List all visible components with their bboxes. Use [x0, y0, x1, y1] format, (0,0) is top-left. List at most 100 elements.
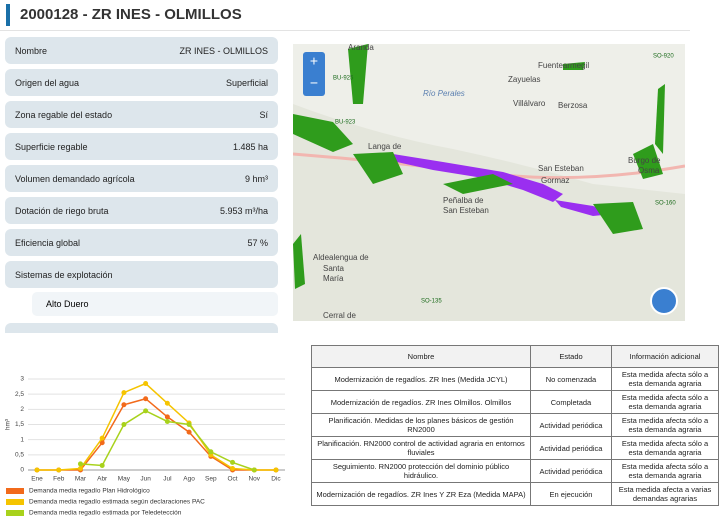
- property-label: Zona regable del estado: [15, 109, 113, 120]
- place-label: Berzosa: [558, 101, 588, 110]
- data-point: [121, 402, 127, 408]
- data-point: [186, 422, 192, 427]
- table-cell: Actividad periódica: [530, 436, 612, 460]
- data-point: [164, 414, 170, 420]
- place-label: Gormaz: [541, 176, 569, 185]
- legend-label: Demanda media regadío estimada por Teled…: [29, 510, 182, 517]
- x-tick-label: Jun: [140, 476, 151, 483]
- data-point: [164, 400, 170, 406]
- data-point: [121, 390, 127, 396]
- property-row: Volumen demandado agrícola 9 hm³: [5, 165, 278, 192]
- data-point: [99, 440, 105, 446]
- layers-button[interactable]: [650, 287, 678, 315]
- property-value: 9 hm³: [244, 173, 268, 184]
- data-point: [77, 461, 83, 467]
- property-value: 57 %: [247, 237, 268, 248]
- y-tick-label: 2: [20, 406, 24, 413]
- property-row: Superficie regable 1.485 ha: [5, 133, 278, 160]
- table-cell: Esta medida afecta sólo a esta demanda a…: [611, 367, 719, 391]
- property-label: Sistemas de explotación: [15, 269, 113, 280]
- property-label: Origen del agua: [15, 77, 80, 88]
- table-row: Seguimiento. RN2000 protección del domin…: [311, 459, 719, 483]
- table-cell: Completada: [530, 390, 612, 414]
- place-label: Burgo de: [628, 156, 661, 165]
- column-header: Información adicional: [611, 345, 719, 368]
- property-row: [5, 323, 278, 333]
- x-tick-label: Ago: [183, 476, 195, 483]
- legend-swatch: [6, 510, 24, 516]
- property-row: Origen del agua Superficial: [5, 69, 278, 96]
- property-item: Alto Duero: [32, 292, 278, 316]
- legend-swatch: [6, 499, 24, 505]
- divider: [0, 30, 690, 31]
- place-label: Aldealengua de: [313, 253, 369, 262]
- table-cell: En ejecución: [530, 482, 612, 506]
- zoom-controls[interactable]: [303, 52, 325, 96]
- property-row: Zona regable del estado Sí: [5, 101, 278, 128]
- data-point: [143, 396, 149, 402]
- data-point: [77, 465, 83, 471]
- place-label: Osma: [638, 166, 660, 175]
- property-label: Dotación de riego bruta: [15, 205, 109, 216]
- table-cell: Esta medida afecta sólo a esta demanda a…: [611, 459, 719, 483]
- data-point: [34, 467, 40, 473]
- place-label: María: [323, 274, 344, 283]
- data-point: [143, 381, 149, 387]
- road-label: BU-925: [333, 76, 354, 82]
- page-title: 2000128 - ZR INES - OLMILLOS: [6, 4, 242, 26]
- data-point: [230, 459, 236, 465]
- property-row: Nombre ZR INES - OLMILLOS: [5, 37, 278, 64]
- place-label: Río Perales: [423, 89, 465, 98]
- table-cell: Esta medida afecta sólo a esta demanda a…: [611, 390, 719, 414]
- place-label: San Esteban: [538, 164, 584, 173]
- x-tick-label: Mar: [75, 476, 87, 483]
- x-tick-label: Dic: [271, 476, 281, 483]
- table-cell: Planificación. RN2000 control de activid…: [311, 436, 531, 460]
- table-row: Modernización de regadíos. ZR Ines Y ZR …: [311, 482, 719, 506]
- property-value: Superficial: [225, 77, 268, 88]
- place-label: Aranda: [348, 44, 374, 52]
- zoom-in[interactable]: +: [310, 53, 318, 69]
- property-value: ZR INES - OLMILLOS: [179, 45, 268, 56]
- column-header: Nombre: [311, 345, 531, 368]
- road-label: SO-135: [421, 299, 442, 305]
- data-point: [186, 429, 192, 435]
- property-value: 1.485 ha: [232, 141, 268, 152]
- data-point: [56, 467, 62, 473]
- property-label: Volumen demandado agrícola: [15, 173, 135, 184]
- column-header: Estado: [530, 345, 612, 368]
- y-axis-label: hm³: [5, 418, 12, 430]
- data-point: [251, 467, 257, 473]
- table-cell: Actividad periódica: [530, 413, 612, 437]
- table-cell: No comenzada: [530, 367, 612, 391]
- table-cell: Esta medida afecta sólo a esta demanda a…: [611, 413, 719, 437]
- data-point: [99, 435, 105, 441]
- y-tick-label: 2,5: [15, 391, 24, 398]
- property-label: Nombre: [15, 45, 48, 56]
- property-row: Sistemas de explotación: [5, 261, 278, 288]
- table-cell: Esta medida afecta a varias demandas agr…: [611, 482, 719, 506]
- map: + − Aranda Fuentearmegil Zayuelas Río Peral…: [293, 44, 685, 321]
- road-label: BU-923: [335, 120, 356, 126]
- place-label: Santa: [323, 264, 344, 273]
- x-tick-label: Ene: [31, 476, 43, 483]
- property-value: Sí: [259, 109, 268, 120]
- data-point: [230, 465, 236, 471]
- table-cell: Esta medida afecta sólo a esta demanda a…: [611, 436, 719, 460]
- zoom-out[interactable]: −: [310, 75, 318, 91]
- property-value: 5.953 m³/ha: [219, 205, 268, 216]
- y-tick-label: 3: [20, 376, 24, 383]
- place-label: Zayuelas: [508, 75, 540, 84]
- table-cell: Actividad periódica: [530, 459, 612, 483]
- data-point: [208, 449, 214, 455]
- x-tick-label: Oct: [227, 476, 237, 483]
- data-point: [143, 408, 149, 414]
- y-tick-label: 1: [20, 436, 24, 443]
- property-row: Eficiencia global 57 %: [5, 229, 278, 256]
- property-row: Dotación de riego bruta 5.953 m³/ha: [5, 197, 278, 224]
- table-row: Planificación. Medidas de los planes bás…: [311, 413, 719, 437]
- data-point: [99, 462, 105, 468]
- x-tick-label: Nov: [248, 476, 260, 483]
- y-tick-label: 0: [20, 467, 24, 474]
- property-label: Superficie regable: [15, 141, 88, 152]
